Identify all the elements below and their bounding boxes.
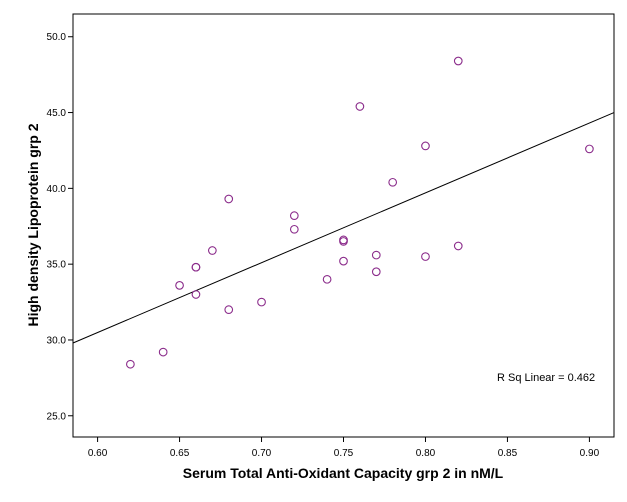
data-point [191, 262, 201, 272]
data-point [421, 141, 430, 151]
y-tick-label: 40.0 [47, 184, 67, 195]
y-tick-label: 30.0 [47, 335, 67, 346]
x-axis-title: Serum Total Anti-Oxidant Capacity grp 2 … [183, 465, 504, 481]
data-point [339, 237, 348, 246]
data-point [371, 250, 381, 260]
x-tick-label: 0.70 [252, 448, 272, 459]
data-point [158, 347, 168, 357]
y-axis: 25.0 30.0 35.0 40.0 45.0 50.0 [47, 32, 73, 422]
x-tick-label: 0.65 [170, 448, 190, 459]
data-points [126, 56, 594, 369]
data-point [191, 290, 201, 299]
y-tick-label: 25.0 [47, 411, 67, 422]
x-tick-label: 0.80 [416, 448, 436, 459]
x-tick-label: 0.75 [334, 448, 354, 459]
data-point [355, 102, 365, 111]
data-point [453, 56, 463, 66]
y-tick-label: 50.0 [47, 32, 67, 43]
data-point [175, 281, 184, 290]
r-squared-annotation: R Sq Linear = 0.462 [497, 372, 595, 384]
data-point [585, 144, 594, 154]
data-point [257, 297, 266, 307]
y-axis-title: High density Lipoprotein grp 2 [25, 123, 41, 326]
data-point [224, 194, 234, 204]
data-point [207, 246, 217, 255]
y-tick-label: 35.0 [47, 260, 67, 271]
x-tick-label: 0.85 [498, 448, 518, 459]
x-tick-label: 0.60 [88, 448, 108, 459]
data-point [339, 256, 348, 266]
x-axis: 0.60 0.65 0.70 0.75 0.80 0.85 0.90 [88, 437, 600, 459]
data-point [289, 224, 299, 234]
data-point [453, 241, 463, 251]
data-point [289, 211, 299, 220]
data-point [388, 177, 398, 187]
plot-area [72, 13, 615, 438]
y-tick-label: 45.0 [47, 108, 67, 119]
data-point [224, 305, 234, 314]
data-point [371, 267, 381, 277]
data-point [322, 274, 332, 284]
data-point [126, 359, 135, 369]
x-tick-label: 0.90 [580, 448, 600, 459]
regression-line [72, 112, 615, 344]
data-point [421, 252, 430, 261]
